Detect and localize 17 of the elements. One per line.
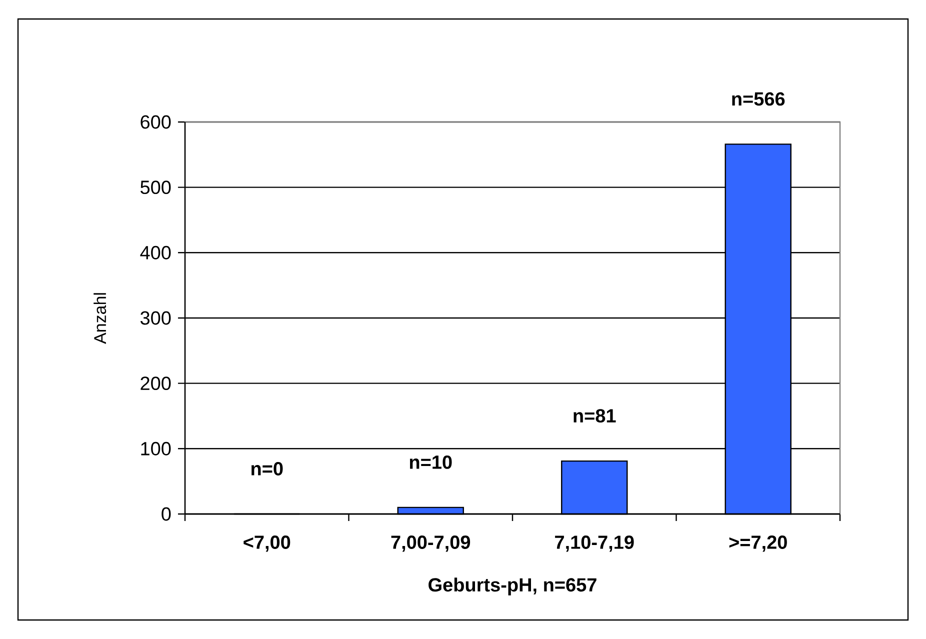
y-tick-label: 300 (140, 311, 171, 325)
y-tick-label: 100 (141, 442, 171, 456)
y-tick-label: 500 (140, 180, 171, 194)
data-label: n=566 (732, 92, 785, 106)
data-label: n=10 (410, 455, 452, 469)
y-axis-title: Anzahl (94, 293, 106, 344)
y-tick-label: 400 (140, 246, 171, 260)
data-label: n=0 (252, 462, 283, 476)
y-tick-label: 200 (140, 376, 171, 390)
x-tick-label: >=7,20 (729, 536, 787, 552)
x-tick-label: 7,10-7,19 (555, 536, 634, 552)
data-label: n=81 (574, 409, 616, 423)
x-tick-label: <7,00 (244, 536, 290, 552)
y-tick-label: 600 (140, 115, 171, 129)
x-tick-label: 7,00-7,09 (391, 536, 470, 552)
y-tick-label: 0 (162, 507, 171, 521)
x-axis-title: Geburts-pH, n=657 (428, 578, 596, 596)
